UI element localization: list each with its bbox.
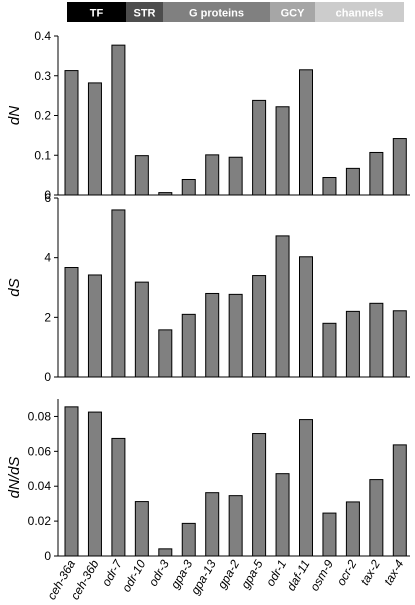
y-tick-label: 0.3 bbox=[34, 69, 51, 83]
legend-box-tf bbox=[67, 2, 126, 22]
legend-label: channels bbox=[336, 8, 384, 20]
bar-gpa-5 bbox=[252, 433, 267, 557]
bar-odr-7 bbox=[111, 437, 126, 557]
category-label: gpa-5 bbox=[238, 557, 266, 591]
bar-odr-10 bbox=[134, 501, 149, 557]
bar-ceh-36a bbox=[64, 267, 79, 378]
bar-ceh-36b bbox=[87, 274, 102, 378]
legend-box-channels bbox=[315, 2, 404, 22]
bar-osm-9 bbox=[322, 512, 337, 557]
category-label: odr-10 bbox=[119, 557, 149, 594]
bar-ceh-36a bbox=[64, 70, 79, 196]
y-tick-label: 0.04 bbox=[28, 479, 52, 493]
y-tick-label: 0.08 bbox=[28, 409, 52, 423]
bar-odr-7 bbox=[111, 209, 126, 378]
bar-osm-9 bbox=[322, 177, 337, 196]
y-axis-title: dN/dS bbox=[6, 457, 23, 499]
bar-tax-2 bbox=[369, 302, 384, 378]
bar-odr-1 bbox=[275, 473, 290, 557]
bar-daf-11 bbox=[299, 69, 313, 196]
bar-gpa-2 bbox=[228, 293, 243, 378]
y-axis-title: dS bbox=[6, 278, 23, 296]
bar-odr-3 bbox=[158, 192, 173, 196]
category-label: tax-2 bbox=[357, 557, 383, 587]
bar-tax-4 bbox=[392, 138, 407, 196]
y-tick-label: 0.06 bbox=[28, 444, 52, 458]
y-tick-label: 0 bbox=[44, 188, 51, 202]
bar-odr-10 bbox=[134, 155, 149, 196]
y-axis-title: dN bbox=[6, 106, 23, 125]
y-tick-label: 0.02 bbox=[28, 514, 52, 528]
panel-dn: 0 0.1 0.2 0.3 0.4 dN bbox=[6, 29, 410, 202]
legend-label: GCY bbox=[281, 8, 306, 20]
category-label: gpa-2 bbox=[215, 557, 243, 591]
bar-ceh-36b bbox=[87, 82, 102, 196]
bar-tax-2 bbox=[369, 151, 384, 196]
chart-panels: 0 0.1 0.2 0.3 0.4 dN 0 2 4 6 dS 0 0.02 0.04 0.06 0.08 dN… bbox=[6, 29, 410, 563]
bar-odr-3 bbox=[158, 548, 173, 557]
bar-daf-11 bbox=[299, 256, 313, 378]
panel-dn-per-ds: 0 0.02 0.04 0.06 0.08 dN/dS bbox=[6, 399, 410, 563]
bar-gpa-5 bbox=[252, 99, 267, 196]
y-tick-label: 0 bbox=[44, 370, 51, 384]
category-label: ocr-2 bbox=[334, 557, 360, 588]
bar-gpa-2 bbox=[228, 495, 243, 557]
y-tick-label: 6 bbox=[44, 191, 51, 205]
bar-gpa-2 bbox=[228, 156, 243, 196]
bar-tax-4 bbox=[392, 310, 407, 378]
gene-class-legend: TF STR G proteins GCY channels bbox=[67, 2, 404, 22]
y-tick-label: 0.1 bbox=[34, 148, 51, 162]
legend-box-gcy bbox=[270, 2, 315, 22]
bar-gpa-3 bbox=[181, 313, 196, 378]
bar-ceh-36a bbox=[64, 406, 79, 557]
bar-gpa-13 bbox=[205, 492, 220, 557]
bar-gpa-3 bbox=[181, 522, 196, 557]
bar-ceh-36b bbox=[87, 411, 102, 557]
legend-label: TF bbox=[90, 8, 104, 20]
bar-tax-4 bbox=[392, 444, 407, 557]
category-label: osm-9 bbox=[307, 557, 336, 593]
legend-label: STR bbox=[134, 8, 156, 20]
bar-gpa-13 bbox=[205, 292, 220, 378]
category-labels: ceh-36aceh-36bodr-7odr-10odr-3gpa-3gpa-1… bbox=[44, 556, 406, 602]
legend-box-g-proteins bbox=[163, 2, 270, 22]
y-tick-label: 0.4 bbox=[34, 29, 51, 43]
bar-odr-1 bbox=[275, 235, 290, 378]
bar-ocr-2 bbox=[345, 167, 360, 196]
bar-odr-7 bbox=[111, 44, 126, 196]
bar-odr-10 bbox=[134, 281, 149, 378]
bar-tax-2 bbox=[369, 479, 384, 557]
bar-gpa-5 bbox=[252, 275, 267, 378]
bar-odr-1 bbox=[275, 106, 290, 196]
bar-gpa-3 bbox=[181, 178, 196, 196]
bar-gpa-13 bbox=[205, 154, 220, 196]
legend-label: G proteins bbox=[189, 8, 244, 20]
y-tick-label: 0.2 bbox=[34, 109, 51, 123]
panel-ds: 0 2 4 6 dS bbox=[6, 191, 410, 384]
legend-box-str bbox=[126, 2, 163, 22]
y-tick-label: 0 bbox=[44, 549, 51, 563]
bar-odr-3 bbox=[158, 329, 173, 378]
bar-osm-9 bbox=[322, 322, 337, 378]
bar-ocr-2 bbox=[345, 501, 360, 557]
y-tick-label: 4 bbox=[44, 251, 51, 265]
y-tick-label: 2 bbox=[44, 310, 51, 324]
category-label: tax-4 bbox=[381, 557, 407, 587]
bar-ocr-2 bbox=[345, 310, 360, 378]
bar-daf-11 bbox=[299, 419, 313, 557]
